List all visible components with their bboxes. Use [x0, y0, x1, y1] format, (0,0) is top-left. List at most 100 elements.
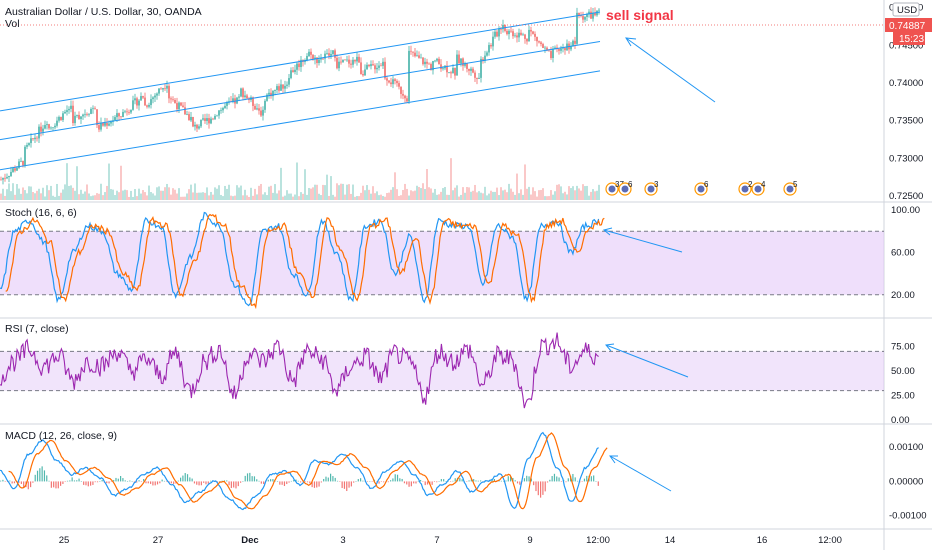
volume-bar [152, 193, 154, 200]
macd-histogram-bar [20, 481, 22, 484]
volume-bar [584, 186, 586, 200]
macd-histogram-bar [87, 481, 89, 487]
volume-bar [276, 193, 278, 200]
volume-bar [288, 193, 290, 200]
candle-body [40, 126, 42, 132]
candle-body [476, 77, 478, 79]
candle-body [452, 67, 454, 74]
candle-body [462, 58, 464, 66]
event-marker-flag [786, 185, 794, 193]
volume-bar [20, 193, 22, 200]
event-marker-label: 37 [615, 180, 624, 189]
stoch-d-line [5, 213, 605, 310]
volume-bar [290, 193, 292, 200]
candle-body [54, 125, 56, 128]
candle-body [580, 15, 582, 17]
rsi-tick-label: 50.00 [891, 366, 915, 377]
symbol-title[interactable]: Australian Dollar / U.S. Dollar, 30, OAN… [5, 6, 202, 18]
rsi-arrow[interactable] [605, 344, 689, 378]
candle-body [94, 108, 96, 110]
candle-body [382, 61, 384, 66]
macd-title[interactable]: MACD (12, 26, close, 9) [5, 430, 117, 442]
volume-bar [258, 185, 260, 200]
volume-bar [12, 183, 14, 200]
candle-body [436, 58, 438, 61]
candle-body [62, 113, 64, 120]
macd-histogram-bar [473, 479, 475, 482]
candle-body [70, 105, 72, 109]
macd-histogram-bar [83, 481, 85, 485]
currency-box[interactable] [892, 2, 920, 17]
macd-histogram-bar [4, 481, 6, 482]
macd-histogram-bar [57, 481, 59, 489]
volume-bar [464, 192, 466, 200]
volume-bar [114, 195, 116, 200]
arrow-annotations[interactable] [602, 37, 716, 492]
price-arrow[interactable] [625, 37, 716, 103]
volume-bar [174, 189, 176, 200]
macd-histogram-bar [558, 477, 560, 482]
candle-body [184, 107, 186, 115]
macd-histogram-bar [450, 481, 452, 482]
volume-bar [254, 188, 256, 200]
candle-body [470, 68, 472, 71]
candle-body [292, 70, 294, 72]
volume-bar [420, 188, 422, 200]
volume-bar [294, 194, 296, 200]
candle-body [14, 168, 16, 171]
candle-body [552, 48, 554, 59]
channel-line-middle[interactable] [0, 40, 601, 141]
volume-bar [106, 185, 108, 200]
volume-bar [482, 193, 484, 200]
volume-bar [126, 190, 128, 200]
channel-line-lower[interactable] [0, 70, 601, 171]
event-marker-label: 6 [628, 180, 633, 189]
volume-bar [442, 188, 444, 200]
volume-bar [388, 192, 390, 200]
candle-body [22, 160, 24, 166]
candle-body [226, 102, 228, 106]
macd-histogram-bar [136, 481, 138, 483]
stoch-arrow[interactable] [603, 229, 683, 253]
candle-body [42, 128, 44, 132]
macd-arrow[interactable] [609, 455, 672, 492]
candle-body [384, 61, 386, 79]
event-marker-label: 5 [793, 180, 798, 189]
macd-histogram-bar [182, 475, 184, 482]
candle-body [126, 111, 128, 113]
volume-bar [586, 185, 588, 200]
candle-body [92, 108, 94, 110]
candle-body [374, 65, 376, 70]
volume-bar [484, 186, 486, 200]
macd-histogram-bar [150, 481, 152, 484]
volume-bar [448, 194, 450, 200]
macd-histogram-bar [96, 481, 99, 483]
candle-body [76, 114, 78, 116]
sell-signal-annotation[interactable]: sell signal [606, 7, 674, 23]
macd-histogram-bar [140, 481, 142, 482]
candle-body [140, 96, 142, 101]
time-axis[interactable]: 25 27 Dec 3 7 9 12:00 14 16 12:00 [59, 535, 842, 546]
candle-body [428, 63, 430, 65]
volume-bar [196, 192, 198, 200]
rsi-title[interactable]: RSI (7, close) [5, 323, 69, 335]
candle-body [326, 53, 328, 54]
volume-bar [236, 185, 238, 200]
volume-bar [562, 193, 564, 200]
volume-bar [346, 184, 348, 200]
channel-line-upper[interactable] [0, 11, 601, 112]
macd-histogram-bar [378, 481, 380, 484]
volume-bar [548, 196, 550, 200]
candle-body [110, 121, 112, 124]
macd-histogram-bar [50, 481, 52, 488]
macd-histogram-bar [23, 481, 25, 488]
rsi-tick-label: 25.00 [891, 391, 915, 402]
stoch-title[interactable]: Stoch (16, 6, 6) [5, 207, 77, 219]
channel-lines[interactable] [0, 11, 601, 171]
event-markers[interactable]: 37 6 3 6 2 4 5 [605, 180, 798, 196]
event-marker-flag [741, 185, 749, 193]
macd-histogram-bar [516, 481, 519, 484]
volume-bar [378, 195, 380, 200]
